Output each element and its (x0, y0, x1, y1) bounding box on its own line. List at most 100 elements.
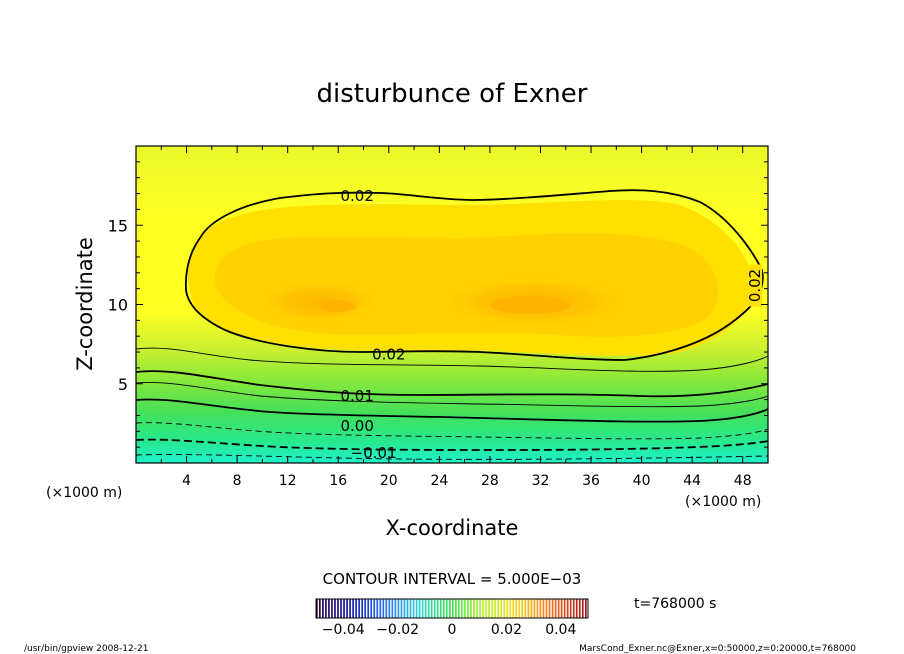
colorbar-tick-labels: −0.04 −0.02 0 0.02 0.04 (322, 622, 577, 638)
footer-left: /usr/bin/gpview 2008-12-21 (24, 644, 148, 654)
x-tick-label: 24 (430, 473, 448, 489)
colorbar-cell (488, 599, 490, 618)
colorbar-cell (521, 599, 524, 618)
colorbar-cell (391, 599, 394, 618)
colorbar-tick-label: −0.04 (322, 622, 365, 638)
colorbar-cell (325, 599, 327, 618)
colorbar-cell (430, 599, 433, 618)
colorbar-cell (548, 599, 551, 618)
colorbar-cell (355, 599, 357, 618)
colorbar-cell (557, 599, 560, 618)
colorbar-cell (421, 599, 424, 618)
contour-label: 0.02 (372, 346, 405, 364)
colorbar-cell (427, 599, 430, 618)
x-unit-left: (×1000 m) (46, 485, 122, 501)
contour-label: 0.01 (340, 387, 373, 405)
contour-line-0.005 (136, 382, 768, 408)
colorbar-cell (581, 599, 584, 618)
y-tick-label: 15 (108, 216, 128, 235)
colorbar-cell (394, 599, 397, 618)
colorbar-cell (352, 599, 354, 618)
colorbar-cell (482, 599, 484, 618)
colorbar-cell (518, 599, 521, 618)
colorbar-cell (476, 599, 478, 618)
colorbar-cell (385, 599, 388, 618)
contour-line-neg0.01 (136, 438, 768, 451)
field-max-left (320, 300, 356, 312)
x-tick-label: 44 (683, 473, 701, 489)
colorbar-cell (316, 599, 318, 618)
x-tick-label: 8 (233, 473, 242, 489)
colorbar-cell (452, 599, 454, 618)
y-axis-label: Z-coordinate (73, 237, 97, 371)
colorbar-cell (370, 599, 373, 618)
contour-label-bg (745, 264, 763, 307)
colorbar-cell (533, 599, 536, 618)
colorbar-cell (319, 599, 321, 618)
contour-interval: CONTOUR INTERVAL = 5.000E−03 (323, 570, 582, 588)
x-tick-label: 32 (532, 473, 550, 489)
y-tick-label: 5 (118, 375, 128, 394)
colorbar-cell (322, 599, 324, 618)
colorbar-cell (418, 599, 421, 618)
contour-label-text: 0.02 (372, 346, 405, 364)
colorbar-tick-label: 0.02 (491, 622, 522, 638)
contour-labels: 0.02 0.02 0.02 0.01 0.00 −0.01 (340, 187, 764, 462)
colorbar-cell (337, 599, 339, 618)
colorbar-cell (400, 599, 403, 618)
x-tick-label: 36 (582, 473, 600, 489)
colorbar-cell (563, 599, 566, 618)
colorbar-cell (464, 599, 466, 618)
colorbar-cell (331, 599, 333, 618)
colorbar-cell (515, 599, 518, 618)
colorbar-cell (572, 599, 575, 618)
colorbar-cell (491, 599, 493, 618)
colorbar-cell (349, 599, 351, 618)
colorbar-cell (497, 599, 499, 618)
colorbar-cell (376, 599, 379, 618)
colorbar-cell (367, 599, 370, 618)
contour-label: 0.02 (340, 187, 373, 205)
contour-line-0.00 (136, 398, 768, 423)
x-tick-label: 4 (182, 473, 191, 489)
colorbar-cell (433, 599, 436, 618)
colorbar-cell (346, 599, 348, 618)
colorbar-cell (467, 599, 469, 618)
time-label: t=768000 s (634, 596, 716, 612)
colorbar-cell (379, 599, 382, 618)
colorbar-frame (315, 598, 589, 619)
colorbar-cell (458, 599, 460, 618)
colorbar-cell (397, 599, 400, 618)
contour-label: 0.00 (340, 417, 373, 435)
colorbar-cell (527, 599, 530, 618)
contour-label-text: 0.01 (340, 387, 373, 405)
contour-label: 0.02 (745, 264, 764, 307)
x-tick-label: 40 (633, 473, 651, 489)
colorbar-cell (506, 599, 509, 618)
colorbar-cell (436, 599, 439, 618)
colorbar-cell (584, 599, 587, 618)
x-tick-label: 48 (734, 473, 752, 489)
colorbar-cell (364, 599, 367, 618)
colorbar-cell (473, 599, 475, 618)
contour-label-text: 0.02 (746, 269, 764, 302)
colorbar-cell (340, 599, 342, 618)
colorbar-cell (542, 599, 545, 618)
contour-line-0.01 (136, 370, 768, 398)
x-tick-label: 12 (279, 473, 297, 489)
colorbar-cell (485, 599, 487, 618)
colorbar-cell (328, 599, 330, 618)
colorbar-tick-label: −0.02 (376, 622, 419, 638)
colorbar-cell (461, 599, 463, 618)
colorbar-cell (382, 599, 385, 618)
contour-line-neg0.015 (136, 454, 768, 460)
contour-label-text: 0.02 (340, 187, 373, 205)
field-max-right (490, 296, 570, 314)
colorbar-cell (512, 599, 515, 618)
chart-title: disturbunce of Exner (317, 79, 588, 109)
colorbar-cell (509, 599, 512, 618)
field-peak-left (260, 280, 380, 324)
colorbar-cell (569, 599, 572, 618)
colorbar-cell (578, 599, 581, 618)
